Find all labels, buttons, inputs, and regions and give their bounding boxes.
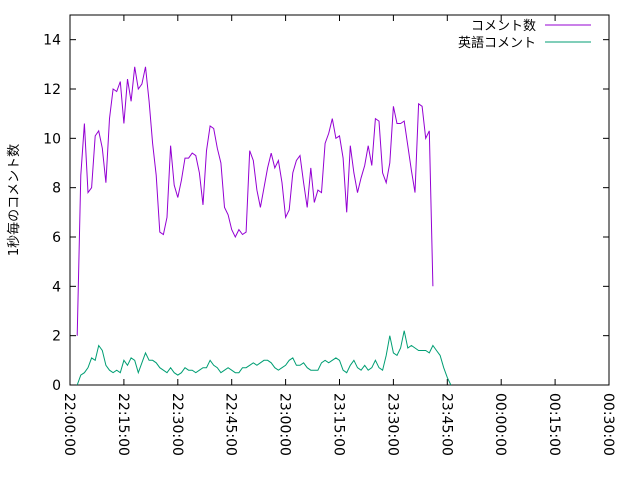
y-tick-label: 12 <box>43 82 61 98</box>
series-line-comments <box>76 66 434 336</box>
series-lines <box>76 66 452 386</box>
x-axis-ticks: 22:00:00 22:15:00 22:30:00 22:45:00 23:00:00… <box>61 15 616 456</box>
x-tick-label: 22:15:00 <box>115 393 131 456</box>
y-tick-label: 10 <box>43 131 61 147</box>
plot-border <box>69 14 610 386</box>
x-tick-label: 00:00:00 <box>492 393 508 456</box>
y-tick-label: 2 <box>52 329 61 345</box>
y-tick-label: 8 <box>52 181 61 197</box>
x-tick-label: 23:45:00 <box>438 393 454 456</box>
x-tick-label: 00:15:00 <box>546 393 562 456</box>
x-tick-label: 22:45:00 <box>223 393 239 456</box>
x-tick-label: 22:00:00 <box>61 393 77 456</box>
y-axis-ticks: 0 2 4 6 8 10 12 14 <box>43 33 609 394</box>
y-tick-label: 6 <box>52 230 61 246</box>
x-tick-label: 00:30:00 <box>600 393 616 456</box>
y-axis-label: 1秒毎のコメント数 <box>6 144 22 256</box>
legend-label: 英語コメント <box>458 35 536 51</box>
x-tick-label: 23:00:00 <box>277 393 293 456</box>
x-tick-label: 23:30:00 <box>384 393 400 456</box>
y-tick-label: 0 <box>52 378 61 394</box>
series-line-english-comments <box>76 330 452 386</box>
x-tick-label: 22:30:00 <box>169 393 185 456</box>
y-tick-label: 14 <box>43 33 61 49</box>
legend-label: コメント数 <box>471 19 536 34</box>
y-tick-label: 4 <box>52 279 61 295</box>
x-tick-label: 23:15:00 <box>331 393 347 456</box>
